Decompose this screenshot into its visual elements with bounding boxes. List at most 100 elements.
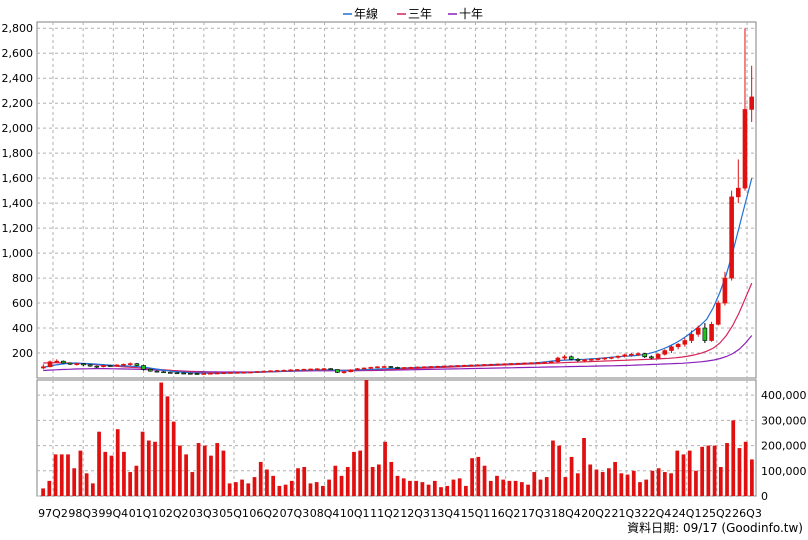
candle-body bbox=[421, 366, 427, 369]
candle-body bbox=[214, 372, 220, 375]
volume-bar bbox=[631, 470, 636, 496]
x-tick-label: 11Q2 bbox=[370, 507, 400, 520]
x-tick-label: 24Q1 bbox=[672, 507, 702, 520]
candle-body bbox=[735, 187, 741, 198]
volume-bar bbox=[146, 440, 151, 496]
candle-body bbox=[649, 356, 654, 359]
volume-bar bbox=[513, 480, 518, 496]
candle-body bbox=[234, 372, 240, 374]
price-tick-label: 400 bbox=[12, 322, 33, 335]
candle-body bbox=[395, 367, 400, 369]
candle-body bbox=[368, 367, 374, 369]
volume-bar bbox=[258, 461, 263, 496]
volume-bar bbox=[451, 479, 456, 496]
volume-bar bbox=[687, 450, 692, 496]
volume-bar bbox=[90, 483, 95, 496]
volume-bar bbox=[72, 468, 77, 496]
candle-body bbox=[167, 372, 173, 374]
volume-bar bbox=[538, 479, 543, 496]
chart-legend: 年線 三年 十年 bbox=[343, 6, 483, 21]
volume-bar bbox=[464, 485, 468, 496]
candle-body bbox=[455, 365, 460, 367]
volume-bar bbox=[370, 467, 375, 496]
candle-body bbox=[301, 368, 307, 371]
volume-bar bbox=[718, 467, 723, 496]
price-tick-label: 200 bbox=[12, 347, 33, 360]
volume-bar bbox=[41, 488, 45, 496]
volume-bar bbox=[122, 451, 126, 496]
volume-bar bbox=[59, 454, 64, 496]
volume-bar bbox=[600, 472, 605, 496]
volume-bar bbox=[190, 472, 195, 496]
volume-bar bbox=[495, 475, 499, 496]
volume-bar bbox=[414, 480, 419, 496]
candle-body bbox=[508, 363, 514, 365]
volume-bar bbox=[669, 473, 673, 496]
volume-bar bbox=[202, 445, 207, 496]
candle-body bbox=[535, 362, 541, 364]
candle-body bbox=[435, 365, 440, 368]
candle-body bbox=[749, 96, 754, 110]
candle-body bbox=[448, 365, 454, 368]
volume-bar bbox=[731, 420, 736, 496]
volume-bar bbox=[97, 431, 101, 496]
candle-body bbox=[715, 302, 721, 325]
x-tick-label: 22Q4 bbox=[642, 507, 672, 520]
x-tick-label: 99Q4 bbox=[99, 507, 129, 520]
candle-body bbox=[655, 353, 661, 359]
candle-body bbox=[502, 363, 507, 366]
candle-body bbox=[208, 372, 213, 375]
candle-body bbox=[361, 367, 367, 370]
candle-body bbox=[669, 346, 674, 351]
legend-label: 年線 bbox=[354, 6, 378, 21]
price-tick-label: 1,400 bbox=[2, 197, 34, 210]
volume-bar bbox=[445, 485, 450, 496]
candle-body bbox=[194, 373, 200, 375]
volume-bar bbox=[345, 467, 350, 496]
volume-bar bbox=[159, 382, 164, 496]
volume-bar bbox=[376, 464, 381, 496]
moving-average-lines bbox=[43, 177, 753, 374]
volume-bar bbox=[613, 461, 617, 496]
x-tick-label: 26Q3 bbox=[732, 507, 762, 520]
volume-bar bbox=[551, 440, 555, 496]
candle-body bbox=[74, 363, 80, 365]
candle-body bbox=[221, 372, 227, 375]
x-tick-label: 25Q2 bbox=[702, 507, 732, 520]
candle-body bbox=[588, 358, 594, 361]
price-tick-label: 1,800 bbox=[2, 147, 34, 160]
volume-bar bbox=[308, 483, 313, 496]
candle-body bbox=[729, 196, 734, 279]
volume-bar bbox=[569, 456, 574, 496]
candle-body bbox=[101, 365, 106, 368]
x-tick-label: 98Q3 bbox=[68, 507, 98, 520]
x-tick-label: 05Q1 bbox=[219, 507, 249, 520]
candle-body bbox=[609, 357, 614, 359]
volume-bar bbox=[134, 465, 139, 496]
volume-bar bbox=[420, 482, 425, 496]
candle-body bbox=[441, 365, 447, 368]
volume-bar bbox=[302, 467, 307, 496]
volume-bar bbox=[178, 445, 182, 496]
candle-body bbox=[642, 353, 648, 358]
x-tick-label: 03Q3 bbox=[189, 507, 219, 520]
volume-bar bbox=[706, 445, 711, 496]
volume-bar bbox=[675, 450, 680, 496]
candle-body bbox=[622, 354, 628, 357]
volume-bar bbox=[196, 443, 201, 496]
volume-bar bbox=[84, 473, 89, 496]
volume-bar bbox=[289, 480, 294, 496]
candle-body bbox=[134, 363, 140, 366]
candle-body bbox=[254, 371, 260, 373]
volume-bar bbox=[582, 438, 586, 496]
candle-body bbox=[488, 363, 494, 366]
volume-bar bbox=[625, 474, 630, 496]
volume-bar bbox=[327, 479, 331, 496]
price-frame bbox=[36, 21, 757, 379]
volume-bar bbox=[296, 468, 300, 496]
price-tick-label: 2,600 bbox=[2, 47, 34, 60]
price-tick-label: 1,000 bbox=[2, 247, 34, 260]
volume-bar bbox=[519, 482, 524, 496]
volume-bar bbox=[333, 465, 338, 496]
candle-body bbox=[308, 368, 313, 371]
